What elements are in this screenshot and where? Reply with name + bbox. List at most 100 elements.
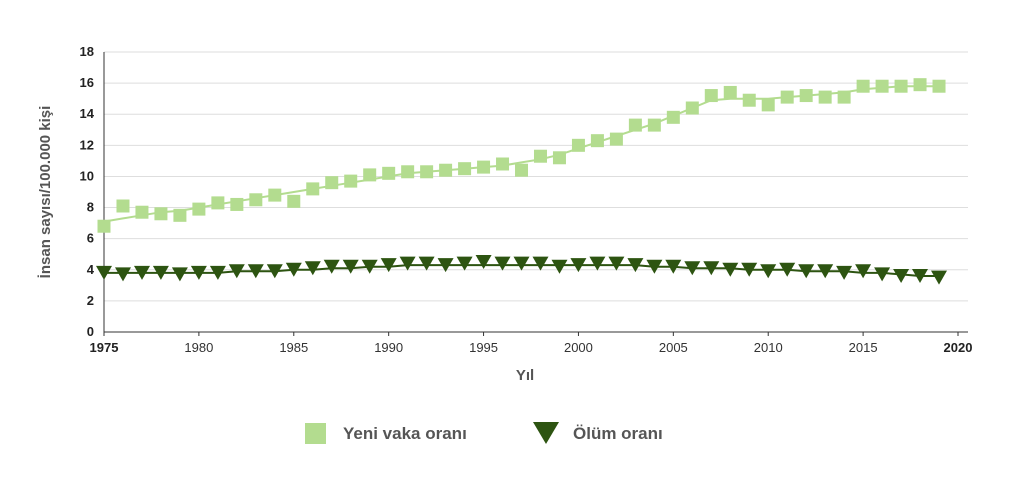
y-tick-label: 18 — [80, 44, 94, 59]
data-point-triangle — [513, 256, 530, 271]
y-axis-title: İnsan sayısı/100.000 kişi — [37, 106, 54, 279]
y-tick-label: 14 — [80, 106, 95, 121]
data-point-square — [173, 208, 187, 222]
data-point-triangle — [399, 256, 416, 271]
data-point-triangle — [437, 258, 454, 273]
data-point-square — [856, 79, 870, 93]
grid — [104, 51, 968, 302]
data-point-square — [742, 93, 756, 107]
data-point-triangle — [570, 258, 587, 273]
data-point-triangle — [760, 264, 777, 279]
data-point-triangle — [817, 264, 834, 279]
data-point-square — [458, 162, 472, 176]
x-axis-ticks: 1975 1980 1985 1990 1995 2000 2005 2010 2015 2020 — [90, 332, 973, 355]
data-point-square — [97, 219, 111, 233]
y-tick-label: 8 — [87, 200, 94, 215]
data-point-square — [306, 182, 320, 196]
data-point-square — [723, 85, 737, 99]
data-point-triangle — [931, 270, 947, 285]
data-point-triangle — [96, 265, 112, 280]
data-point-triangle — [418, 256, 435, 271]
data-point-square — [325, 176, 339, 190]
data-point-square — [913, 78, 927, 92]
axes — [103, 52, 968, 333]
legend-olum-orani: Ölüm oranı — [533, 422, 663, 444]
data-point-square — [875, 79, 889, 93]
x-tick-label: 2000 — [564, 340, 593, 355]
x-tick-label: 2020 — [944, 340, 973, 355]
data-point-triangle — [190, 265, 207, 280]
data-point-triangle — [722, 262, 739, 277]
data-point-triangle — [152, 265, 169, 280]
x-tick-label: 1995 — [469, 340, 498, 355]
x-tick-label: 1980 — [184, 340, 213, 355]
data-point-square — [192, 202, 206, 216]
data-point-square — [552, 151, 566, 165]
data-point-triangle — [228, 264, 245, 279]
x-tick-label: 1985 — [279, 340, 308, 355]
legend-yeni-vaka-orani: Yeni vaka oranı — [305, 423, 467, 444]
data-point-square — [818, 90, 832, 104]
y-tick-label: 2 — [87, 293, 94, 308]
data-point-square — [230, 197, 244, 211]
data-point-square — [571, 138, 585, 152]
data-point-triangle — [532, 256, 549, 271]
data-point-triangle — [209, 265, 226, 280]
y-axis-ticks: 0 2 4 6 8 10 12 14 16 18 — [80, 44, 95, 339]
data-point-square — [799, 89, 813, 103]
data-point-square — [932, 79, 946, 93]
data-point-triangle — [475, 255, 492, 269]
y-tick-label: 10 — [80, 168, 94, 183]
series — [96, 78, 947, 285]
data-point-square — [135, 205, 149, 219]
x-tick-label: 2005 — [659, 340, 688, 355]
x-tick-label: 2015 — [849, 340, 878, 355]
data-point-square — [496, 157, 510, 171]
data-point-square — [628, 118, 642, 132]
data-point-triangle — [893, 269, 910, 283]
data-point-square — [401, 165, 415, 179]
data-point-square — [533, 149, 547, 163]
series-olum-orani — [96, 255, 947, 285]
data-point-triangle — [798, 264, 815, 279]
data-point-square — [287, 194, 301, 208]
data-point-square — [344, 174, 358, 188]
data-point-square — [894, 79, 908, 93]
data-point-square — [761, 98, 775, 112]
data-point-triangle — [247, 264, 264, 279]
data-point-triangle — [134, 265, 150, 280]
data-point-triangle — [171, 267, 188, 282]
data-point-square — [477, 160, 491, 174]
data-point-square — [154, 207, 168, 221]
data-point-triangle — [836, 265, 853, 280]
data-point-triangle — [494, 256, 511, 271]
legend-label: Ölüm oranı — [573, 424, 663, 443]
data-point-square — [268, 188, 282, 202]
data-point-triangle — [304, 261, 321, 276]
x-tick-label: 1975 — [90, 340, 119, 355]
data-point-square — [515, 163, 529, 177]
data-point-triangle — [779, 262, 796, 277]
data-point-square — [439, 163, 453, 177]
data-point-triangle — [608, 256, 625, 271]
data-point-triangle — [551, 259, 568, 274]
data-point-square — [780, 90, 794, 104]
data-point-triangle — [361, 259, 378, 274]
data-point-triangle — [266, 264, 283, 279]
data-point-square — [249, 193, 263, 207]
data-point-square — [420, 165, 434, 179]
data-point-triangle — [115, 267, 131, 282]
data-point-square — [837, 90, 851, 104]
legend: Yeni vaka oranı Ölüm oranı — [305, 422, 663, 444]
data-point-square — [382, 166, 396, 180]
x-axis-title: Yıl — [516, 367, 534, 384]
data-point-square — [211, 196, 225, 210]
data-point-triangle — [703, 261, 720, 276]
data-point-square — [609, 132, 623, 146]
data-point-triangle — [589, 256, 606, 271]
data-point-square — [647, 118, 661, 132]
series-line — [103, 85, 939, 223]
data-point-square — [116, 199, 130, 213]
